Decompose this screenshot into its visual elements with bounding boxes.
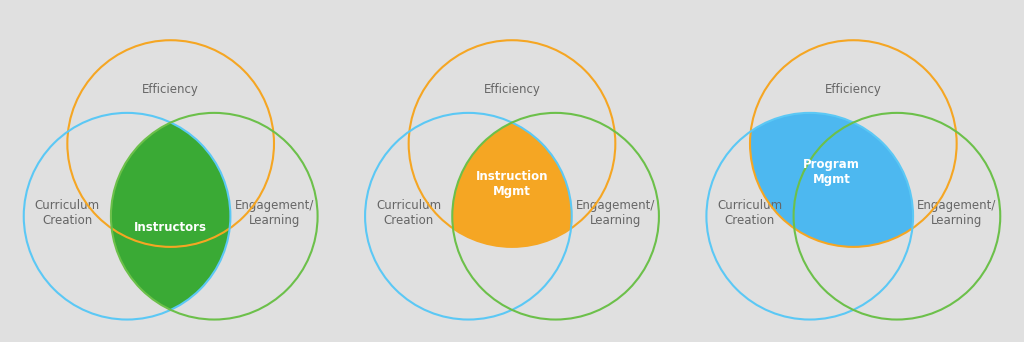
Text: Engagement/
Learning: Engagement/ Learning <box>234 199 314 227</box>
Text: Curriculum
Creation: Curriculum Creation <box>717 199 782 227</box>
Polygon shape <box>453 122 571 247</box>
Text: Efficiency: Efficiency <box>142 83 199 96</box>
Text: Instructors: Instructors <box>134 221 207 234</box>
Text: Engagement/
Learning: Engagement/ Learning <box>575 199 655 227</box>
Text: Engagement/
Learning: Engagement/ Learning <box>918 199 996 227</box>
Text: Curriculum
Creation: Curriculum Creation <box>35 199 99 227</box>
Text: Instruction
Mgmt: Instruction Mgmt <box>476 170 548 198</box>
Polygon shape <box>111 122 230 310</box>
Text: Program
Mgmt: Program Mgmt <box>803 158 860 186</box>
Text: Efficiency: Efficiency <box>483 83 541 96</box>
Polygon shape <box>750 113 913 247</box>
Text: Efficiency: Efficiency <box>825 83 882 96</box>
Text: Curriculum
Creation: Curriculum Creation <box>376 199 441 227</box>
